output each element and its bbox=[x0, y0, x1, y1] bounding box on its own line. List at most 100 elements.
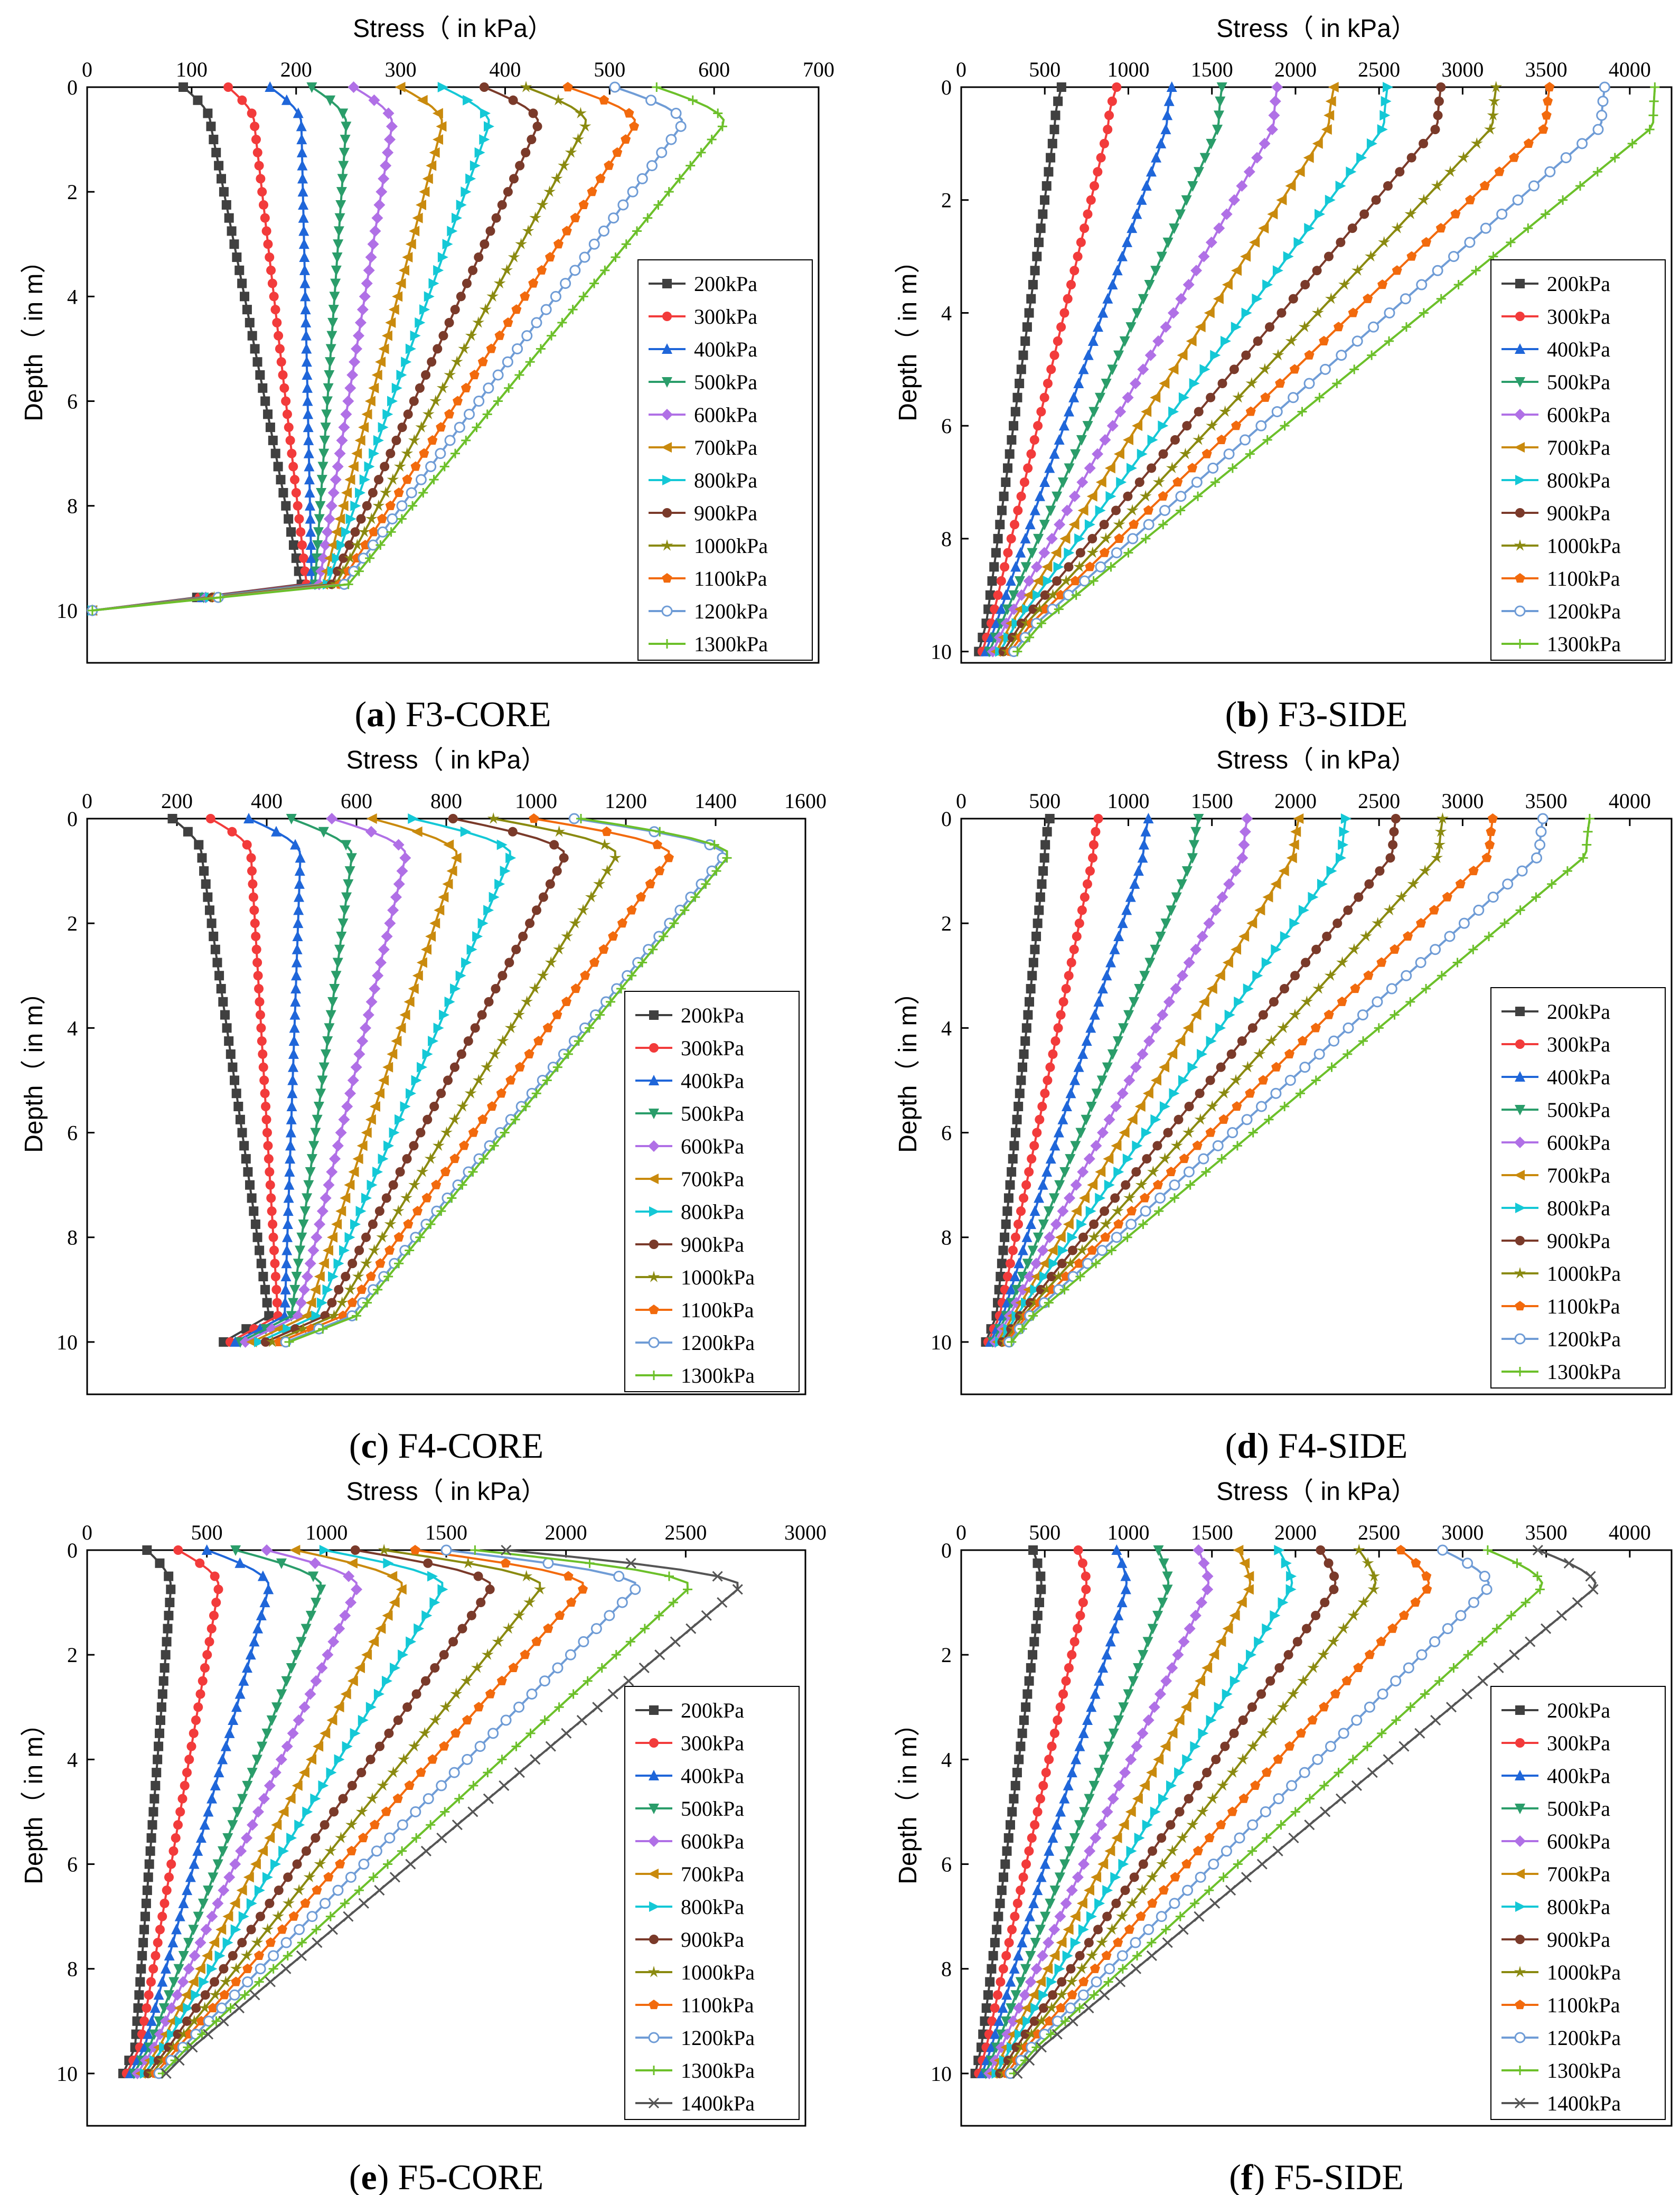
data-point bbox=[1596, 109, 1608, 121]
legend-marker bbox=[1514, 605, 1526, 617]
data-point bbox=[341, 527, 352, 538]
data-point bbox=[276, 1558, 287, 1569]
data-point bbox=[301, 356, 312, 367]
data-point bbox=[609, 851, 622, 864]
legend-item: 700kPa bbox=[1501, 1164, 1610, 1187]
data-point bbox=[1347, 223, 1357, 233]
data-point bbox=[1054, 519, 1066, 531]
data-point bbox=[990, 2003, 1000, 2013]
data-point bbox=[1109, 943, 1120, 954]
legend-item: 1400kPa bbox=[1501, 2091, 1621, 2115]
data-point bbox=[1061, 1676, 1071, 1686]
data-point bbox=[1430, 125, 1440, 135]
data-point bbox=[318, 1324, 328, 1334]
data-point bbox=[1044, 1755, 1054, 1765]
data-point bbox=[402, 252, 413, 263]
data-point bbox=[164, 1949, 175, 1961]
data-point bbox=[1126, 504, 1139, 516]
data-point bbox=[365, 553, 375, 563]
data-point bbox=[1032, 589, 1043, 601]
data-point bbox=[288, 1298, 299, 1309]
legend-label: 900kPa bbox=[681, 1233, 744, 1256]
legend-label: 500kPa bbox=[694, 370, 757, 394]
data-point bbox=[462, 278, 472, 288]
data-point bbox=[1377, 1728, 1387, 1738]
legend-item: 1300kPa bbox=[649, 632, 768, 656]
data-point bbox=[531, 1636, 542, 1646]
caption-paren: ( bbox=[1229, 2157, 1241, 2195]
legend-item: 1100kPa bbox=[649, 567, 767, 590]
data-point bbox=[1215, 1636, 1226, 1647]
data-point bbox=[450, 983, 461, 995]
data-point bbox=[200, 1924, 212, 1936]
data-point bbox=[538, 892, 548, 902]
data-point bbox=[396, 1584, 407, 1595]
data-point bbox=[542, 1558, 554, 1569]
x-axis-title: Stress（ in kPa） bbox=[1216, 15, 1416, 43]
data-point bbox=[1095, 1819, 1108, 1831]
data-point bbox=[1020, 562, 1031, 573]
series-1400kPa bbox=[1012, 1544, 1599, 2079]
data-point bbox=[262, 1872, 273, 1883]
data-point bbox=[549, 840, 559, 850]
series-400kPa bbox=[977, 1544, 1131, 2078]
data-point bbox=[384, 1832, 396, 1844]
data-point bbox=[208, 1872, 219, 1883]
data-point bbox=[268, 435, 278, 445]
data-point bbox=[1502, 878, 1514, 890]
series-line-300kPa bbox=[92, 86, 308, 612]
series-1000kPa bbox=[86, 81, 592, 616]
data-point bbox=[569, 917, 581, 928]
data-point bbox=[1328, 82, 1339, 92]
data-point bbox=[343, 879, 354, 890]
data-point bbox=[1090, 181, 1100, 191]
data-point bbox=[1158, 449, 1168, 459]
data-point bbox=[411, 1833, 421, 1843]
data-point bbox=[1102, 1885, 1113, 1896]
data-point bbox=[711, 866, 721, 876]
data-point bbox=[440, 1126, 453, 1138]
data-point bbox=[341, 840, 352, 851]
data-point bbox=[384, 1728, 394, 1738]
data-point bbox=[1262, 1623, 1273, 1634]
x-tick-label: 0 bbox=[82, 1521, 92, 1544]
data-point bbox=[221, 200, 231, 210]
data-point bbox=[1086, 1701, 1097, 1712]
data-point bbox=[432, 1139, 445, 1151]
legend-marker bbox=[661, 409, 673, 420]
data-point bbox=[134, 1990, 144, 2000]
data-point bbox=[365, 512, 378, 524]
data-point bbox=[1261, 1767, 1272, 1777]
data-point bbox=[1003, 548, 1013, 558]
data-point bbox=[1166, 1166, 1176, 1176]
data-point bbox=[1211, 1755, 1221, 1765]
data-point bbox=[427, 1754, 438, 1764]
data-point bbox=[305, 1297, 316, 1308]
data-point bbox=[265, 1180, 275, 1190]
data-point bbox=[1279, 984, 1289, 994]
data-point bbox=[281, 1244, 293, 1255]
data-point bbox=[147, 1820, 157, 1830]
data-point bbox=[405, 239, 416, 250]
data-point bbox=[1357, 1596, 1370, 1608]
data-point bbox=[405, 343, 416, 354]
data-point bbox=[331, 1218, 342, 1230]
data-point bbox=[261, 1728, 273, 1739]
data-point bbox=[251, 944, 261, 954]
data-point bbox=[1046, 1272, 1056, 1282]
data-point bbox=[246, 1898, 257, 1909]
data-point bbox=[402, 1154, 412, 1164]
data-point bbox=[351, 343, 363, 355]
data-point bbox=[1036, 407, 1046, 417]
data-point bbox=[1363, 970, 1374, 980]
data-point bbox=[274, 331, 284, 341]
data-point bbox=[466, 944, 477, 955]
data-point bbox=[1316, 1545, 1326, 1555]
data-point bbox=[1168, 406, 1179, 417]
data-point bbox=[393, 878, 405, 890]
data-point bbox=[222, 1023, 232, 1033]
data-point bbox=[1114, 533, 1124, 543]
data-point bbox=[415, 474, 427, 485]
legend-label: 600kPa bbox=[1547, 1131, 1610, 1155]
data-point bbox=[448, 1767, 460, 1778]
